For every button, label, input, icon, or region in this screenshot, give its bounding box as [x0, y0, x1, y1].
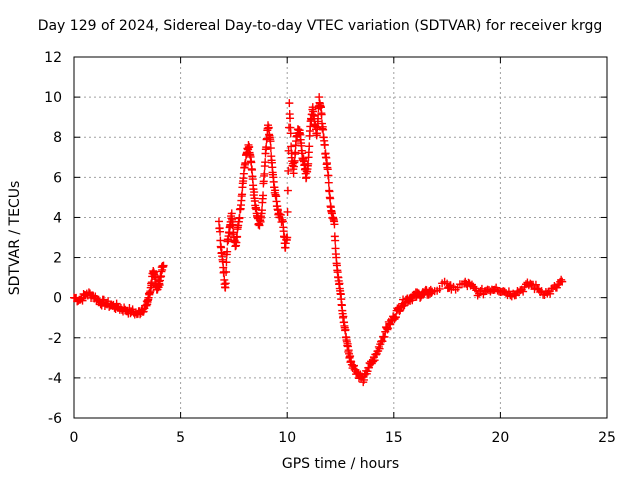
data-point: [370, 356, 379, 365]
y-tick-label: -4: [48, 371, 62, 387]
data-point: [260, 169, 269, 178]
data-point: [221, 279, 230, 288]
data-point: [223, 247, 232, 256]
data-point: [364, 363, 373, 372]
data-point: [531, 280, 540, 289]
data-point: [78, 296, 87, 305]
plot-frame: [73, 56, 608, 419]
x-tick-label: 5: [176, 430, 185, 446]
data-point: [214, 217, 223, 226]
data-point: [519, 287, 528, 296]
data-point: [266, 137, 275, 146]
data-point: [222, 258, 231, 267]
data-point: [350, 361, 359, 370]
data-point: [375, 344, 384, 353]
data-point: [235, 213, 244, 222]
data-point: [216, 227, 225, 236]
data-point: [369, 357, 378, 366]
x-tick-label: 25: [598, 430, 616, 446]
data-point: [285, 99, 294, 108]
data-point: [317, 110, 326, 119]
data-point: [257, 206, 266, 215]
data-point: [112, 299, 121, 308]
data-point: [233, 232, 242, 241]
data-point: [228, 220, 237, 229]
y-tick-label: -2: [48, 331, 62, 347]
x-tick-label: 10: [278, 430, 296, 446]
data-point: [283, 186, 292, 195]
data-point: [386, 320, 395, 329]
data-point: [291, 148, 300, 157]
data-point: [314, 114, 323, 123]
data-point: [238, 190, 247, 199]
data-point: [380, 332, 389, 341]
data-point: [341, 325, 350, 334]
x-axis-title: GPS time / hours: [281, 456, 400, 472]
data-point: [320, 141, 329, 150]
data-point: [276, 210, 285, 219]
data-point: [363, 367, 372, 376]
y-tick-label: 2: [53, 251, 62, 267]
x-tick-label: 0: [70, 430, 79, 446]
data-point: [259, 191, 268, 200]
y-tick-label: 8: [53, 130, 62, 146]
data-point: [284, 166, 293, 175]
data-point: [435, 284, 444, 293]
data-point: [222, 268, 231, 277]
data-point: [266, 144, 275, 153]
data-point: [261, 158, 270, 167]
data-point: [319, 125, 328, 134]
data-point: [159, 261, 168, 270]
data-point: [378, 337, 387, 346]
data-point: [324, 178, 333, 187]
chart-title: Day 129 of 2024, Sidereal Day-to-day VTE…: [37, 18, 603, 34]
data-point: [473, 291, 482, 300]
y-tick-label: 12: [44, 50, 62, 66]
data-point: [264, 123, 273, 132]
data-point: [391, 313, 400, 322]
data-point: [324, 171, 333, 180]
x-tick-label: 15: [385, 430, 403, 446]
y-tick-label: 6: [53, 170, 62, 186]
y-tick-label: 10: [44, 90, 62, 106]
data-point: [287, 142, 296, 151]
data-point: [331, 236, 340, 245]
data-point: [278, 215, 287, 224]
data-point: [286, 114, 295, 123]
data-point: [286, 129, 295, 138]
y-tick-label: 0: [53, 291, 62, 307]
data-point: [330, 220, 339, 229]
y-tick-label: -6: [48, 411, 62, 427]
data-point: [408, 296, 417, 305]
data-point: [305, 142, 314, 151]
y-axis-title: SDTVAR / TECUs: [7, 180, 23, 296]
data-point: [359, 375, 368, 384]
data-point: [557, 275, 566, 284]
y-tick-label: 4: [53, 210, 62, 226]
data-point: [289, 169, 298, 178]
x-tick-label: 20: [491, 430, 509, 446]
data-point: [283, 233, 292, 242]
data-point: [383, 325, 392, 334]
data-point: [558, 277, 567, 286]
data-point: [290, 156, 299, 165]
data-point: [504, 287, 513, 296]
data-point: [283, 207, 292, 216]
data-point: [262, 143, 271, 152]
data-point: [326, 194, 335, 203]
data-point: [546, 289, 555, 298]
